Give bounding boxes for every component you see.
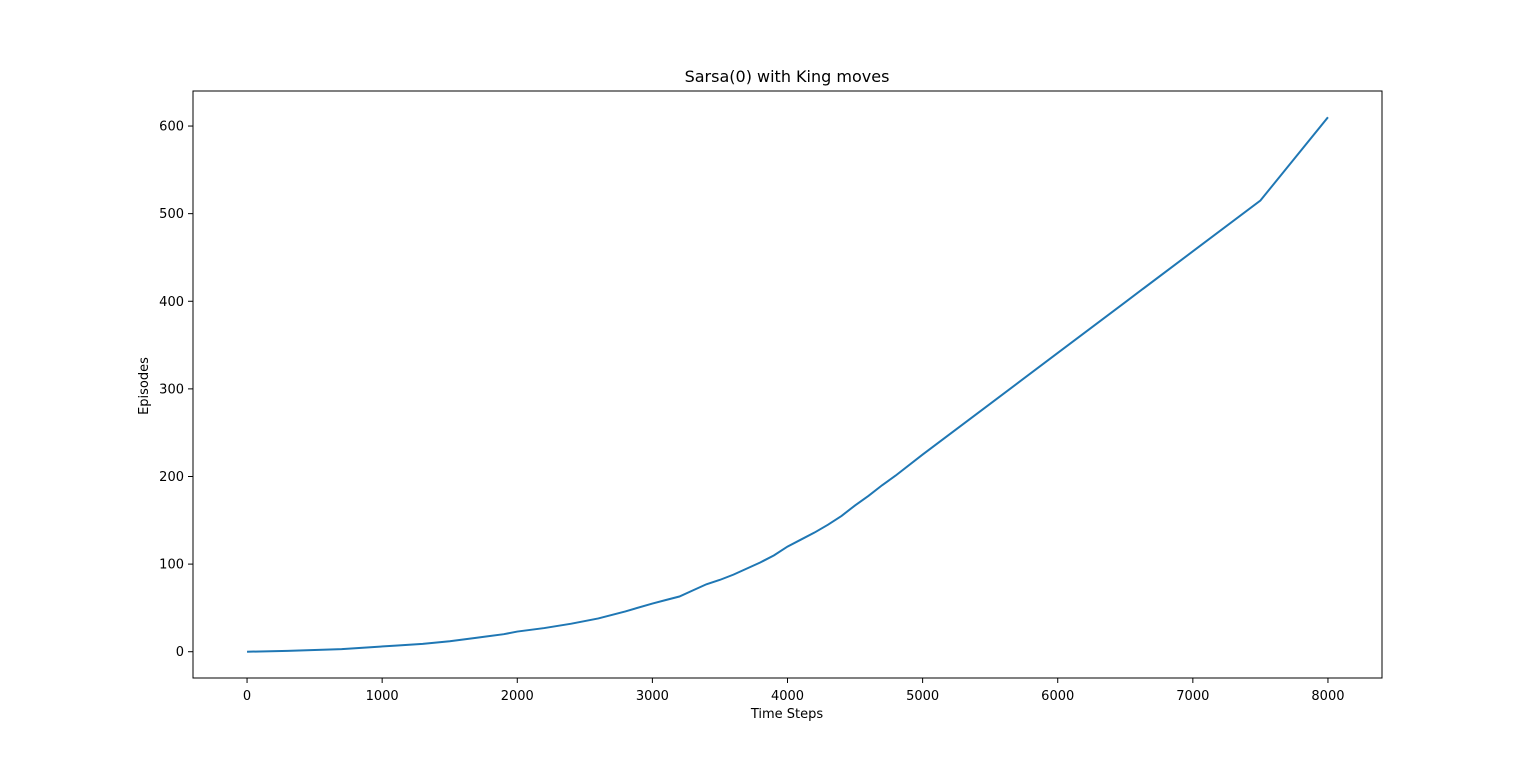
y-tick-label: 400	[159, 295, 184, 310]
y-tick-label: 200	[159, 470, 184, 485]
series-line	[247, 116, 1329, 653]
x-tick-label: 3000	[636, 689, 669, 704]
x-tick-label: 0	[243, 689, 251, 704]
y-axis: 0 100 200 300 400 500 600	[159, 120, 193, 660]
x-axis-label: Time Steps	[750, 707, 824, 722]
x-tick-label: 8000	[1311, 689, 1344, 704]
y-tick-label: 300	[159, 382, 184, 397]
y-tick-label: 500	[159, 207, 184, 222]
x-tick-label: 1000	[366, 689, 399, 704]
y-tick-label: 0	[176, 645, 184, 660]
x-tick-label: 2000	[501, 689, 534, 704]
x-tick-label: 5000	[906, 689, 939, 704]
x-tick-label: 4000	[771, 689, 804, 704]
chart-title: Sarsa(0) with King moves	[685, 67, 890, 86]
x-tick-label: 7000	[1176, 689, 1209, 704]
x-axis: 0 1000 2000 3000 4000 5000 6000 7000 8000	[243, 678, 1345, 704]
y-tick-label: 600	[159, 120, 184, 135]
y-axis-label: Episodes	[137, 357, 152, 415]
plot-frame	[192, 90, 1383, 679]
x-tick-label: 6000	[1041, 689, 1074, 704]
y-tick-label: 100	[159, 558, 184, 573]
